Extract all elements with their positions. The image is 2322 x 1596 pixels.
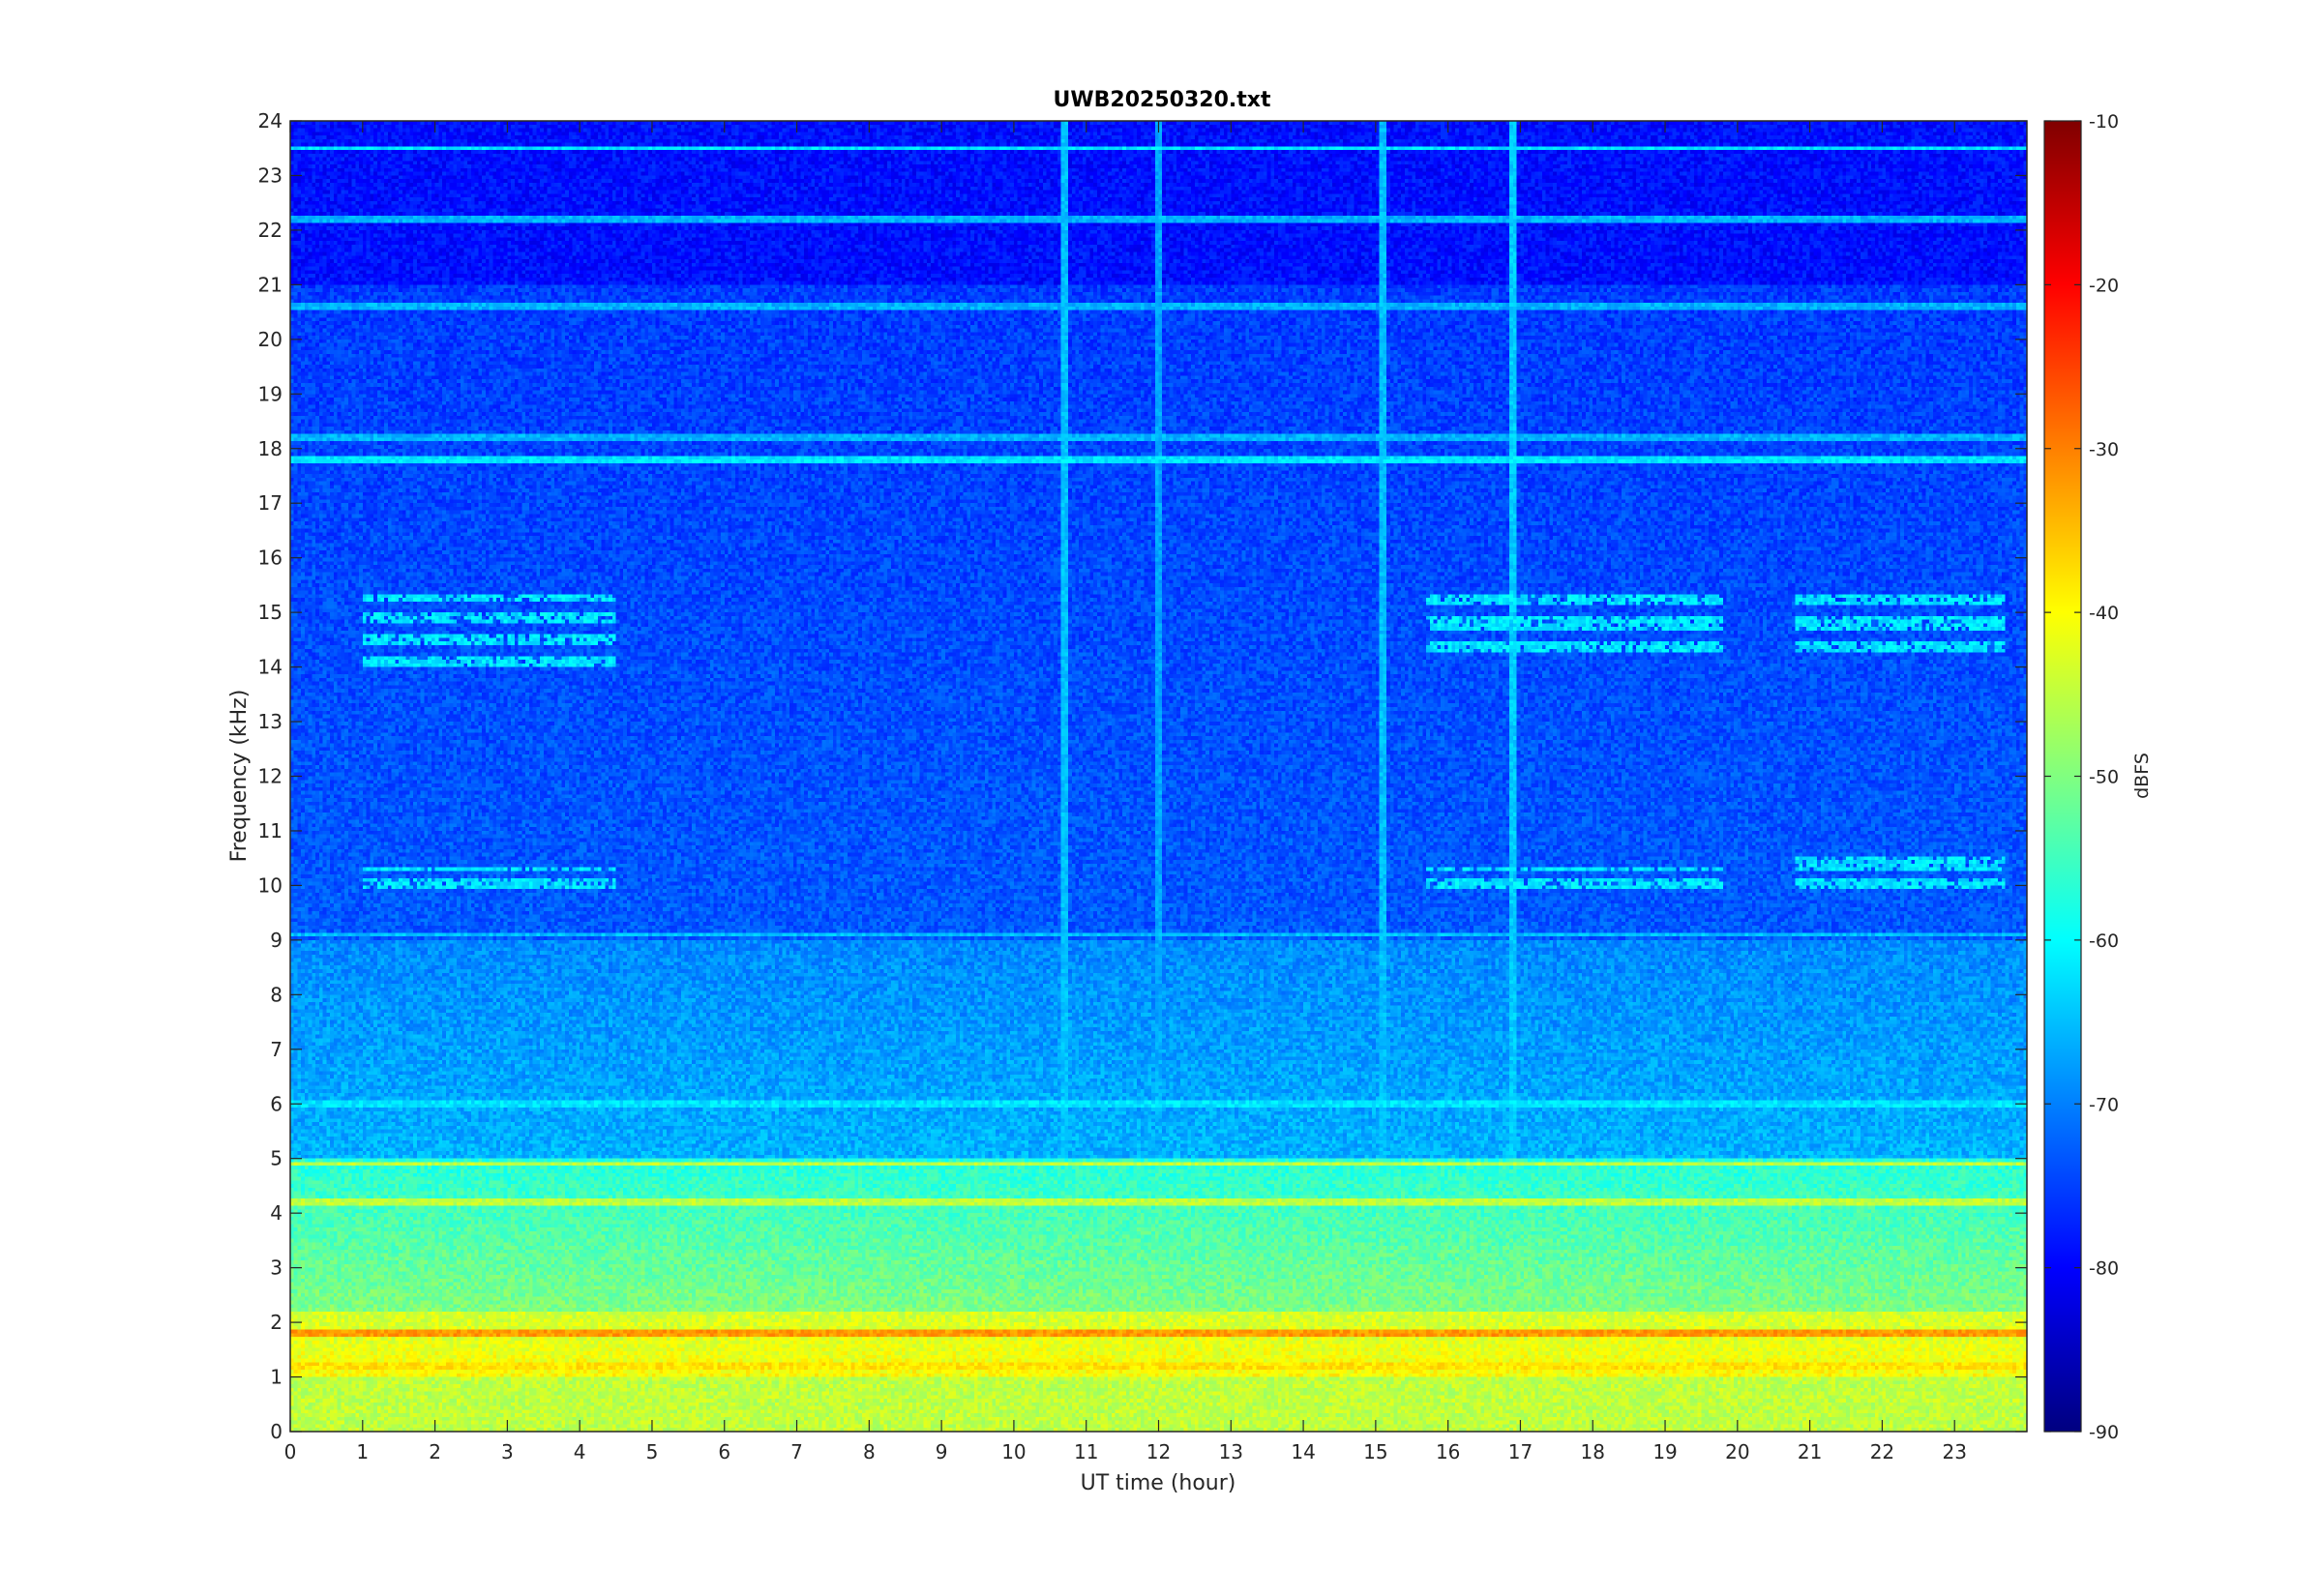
colorbar-tick-label: -90 (2089, 1422, 2119, 1443)
y-tick-label: 23 (258, 163, 283, 187)
y-axis-label: Frequency (kHz) (227, 690, 252, 863)
x-tick-label: 22 (1870, 1440, 1894, 1463)
colorbar-tick-label: -10 (2089, 111, 2119, 133)
x-tick-label: 1 (356, 1440, 369, 1463)
x-tick-label: 4 (574, 1440, 586, 1463)
x-tick-label: 0 (284, 1440, 297, 1463)
y-tick-label: 16 (258, 547, 283, 570)
y-tick-label: 15 (258, 601, 283, 624)
x-tick-label: 11 (1074, 1440, 1098, 1463)
colorbar: -10 -20 -30 -40 -50 -60 -70 -80 -90 (2043, 111, 2119, 1443)
x-tick-label: 3 (501, 1440, 514, 1463)
x-tick-label: 21 (1798, 1440, 1822, 1463)
y-tick-label: 18 (258, 437, 283, 460)
colorbar-tick-label: -80 (2089, 1258, 2119, 1280)
y-tick-label: 0 (270, 1420, 283, 1443)
y-tick-label: 19 (258, 382, 283, 405)
x-tick-label: 16 (1436, 1440, 1460, 1463)
x-tick-label: 23 (1942, 1440, 1966, 1463)
x-tick-label: 18 (1581, 1440, 1605, 1463)
x-tick-label: 5 (646, 1440, 659, 1463)
y-tick-label: 9 (270, 929, 283, 952)
x-tick-label: 19 (1652, 1440, 1677, 1463)
y-tick-label: 22 (258, 219, 283, 242)
colorbar-tick-label: -70 (2089, 1094, 2119, 1115)
chart-title: UWB20250320.txt (1054, 88, 1271, 112)
y-tick-label: 7 (270, 1038, 283, 1061)
y-tick-label: 20 (258, 328, 283, 351)
x-axis: 0 1 2 3 4 5 6 7 8 9 10 11 12 13 14 15 16 17 18 19 20 21 22 23 (284, 121, 1967, 1463)
y-tick-label: 14 (258, 656, 283, 679)
x-tick-label: 12 (1146, 1440, 1171, 1463)
y-tick-label: 13 (258, 710, 283, 733)
spectrogram-image (290, 121, 2027, 1432)
y-tick-label: 5 (270, 1147, 283, 1170)
y-tick-label: 8 (270, 983, 283, 1006)
x-axis-label: UT time (hour) (1081, 1471, 1236, 1495)
x-tick-label: 6 (718, 1440, 730, 1463)
x-tick-label: 14 (1291, 1440, 1315, 1463)
x-tick-label: 20 (1725, 1440, 1749, 1463)
y-tick-label: 12 (258, 765, 283, 788)
y-tick-label: 6 (270, 1092, 283, 1115)
colorbar-tick-label: -40 (2089, 603, 2119, 624)
x-tick-label: 10 (1001, 1440, 1026, 1463)
colorbar-label: dBFS (2131, 753, 2153, 799)
y-tick-label: 1 (270, 1366, 283, 1389)
colorbar-tick-label: -30 (2089, 439, 2119, 460)
y-tick-label: 3 (270, 1256, 283, 1280)
plot-area (289, 120, 2028, 1433)
y-tick-label: 24 (258, 109, 283, 133)
y-tick-label: 10 (258, 873, 283, 897)
x-tick-label: 13 (1219, 1440, 1243, 1463)
y-tick-label: 4 (270, 1201, 283, 1225)
x-tick-label: 8 (863, 1440, 876, 1463)
colorbar-tick-label: -50 (2089, 767, 2119, 788)
x-tick-label: 15 (1363, 1440, 1387, 1463)
colorbar-tick-label: -20 (2089, 275, 2119, 296)
x-tick-label: 7 (790, 1440, 803, 1463)
colorbar-tick-label: -60 (2089, 931, 2119, 952)
x-tick-label: 9 (936, 1440, 948, 1463)
y-tick-label: 2 (270, 1311, 283, 1334)
y-tick-label: 21 (258, 273, 283, 296)
y-tick-label: 17 (258, 491, 283, 515)
y-tick-label: 11 (258, 819, 283, 842)
x-tick-label: 17 (1508, 1440, 1533, 1463)
x-tick-label: 2 (429, 1440, 441, 1463)
